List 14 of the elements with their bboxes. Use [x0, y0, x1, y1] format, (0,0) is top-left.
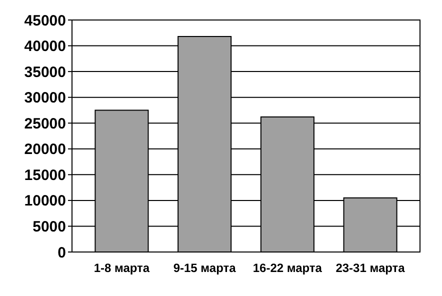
y-tick-label: 0 — [58, 244, 66, 262]
x-tick-label: 1-8 марта — [94, 261, 150, 275]
x-tick-label: 16-22 марта — [252, 261, 322, 275]
y-tick-label: 35000 — [24, 64, 66, 81]
y-tick-label: 40000 — [24, 38, 66, 56]
x-tick-label: 9-15 марта — [173, 261, 236, 275]
y-tick-label: 45000 — [24, 12, 66, 30]
y-tick-label: 30000 — [24, 90, 66, 107]
y-tick-label: 20000 — [24, 141, 66, 158]
y-tick-label: 5000 — [32, 218, 66, 236]
y-tick-label: 10000 — [24, 192, 66, 210]
x-tick-label: 23-31 марта — [336, 261, 406, 275]
y-tick-label: 15000 — [24, 166, 66, 184]
y-tick-label: 25000 — [24, 115, 66, 132]
